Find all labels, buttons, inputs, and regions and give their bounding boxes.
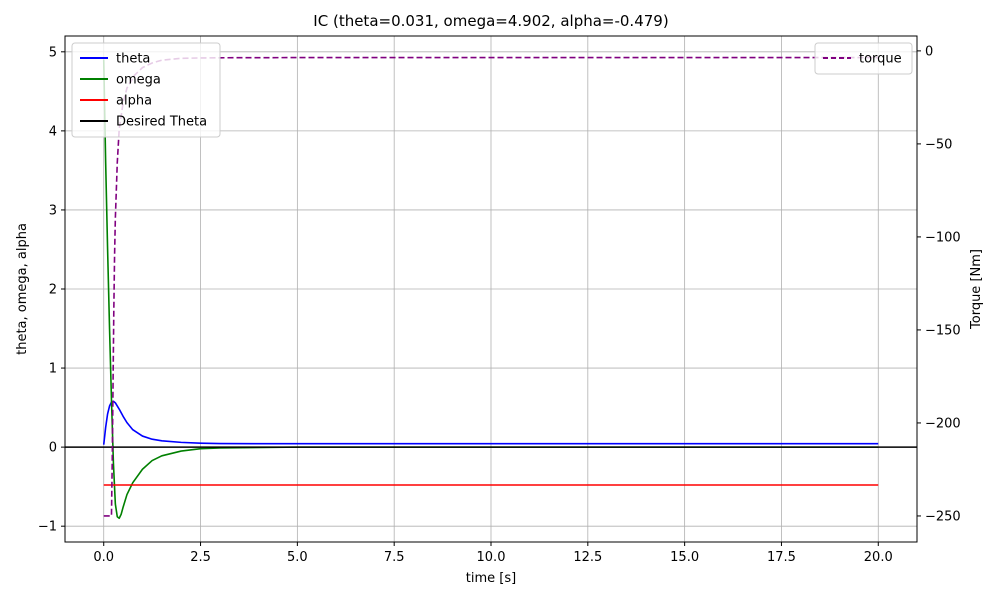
y2-tick-label: −50 (925, 137, 952, 152)
legend-entry-label: omega (116, 73, 161, 88)
legend-box (71, 42, 221, 138)
y-axis-label: theta, omega, alpha (15, 223, 30, 355)
legend-entry-label: theta (116, 52, 150, 67)
x-axis-label: time [s] (466, 571, 516, 586)
y-tick-label: 0 (49, 441, 57, 456)
y2-tick-label: 0 (925, 44, 933, 59)
y-axis-right: 0 −50 −100 −150 −200 −250 (917, 44, 961, 524)
legend-box (814, 42, 913, 75)
y2-axis-label: Torque [Nm] (969, 249, 984, 330)
series-line-theta (102, 400, 879, 445)
y-tick-label: 2 (49, 283, 57, 298)
legend-left: theta omega alpha Desired Theta (71, 42, 221, 138)
y-tick-label: 3 (49, 203, 57, 218)
x-tick-label: 12.5 (573, 550, 602, 565)
x-tick-label: 0.0 (93, 550, 114, 565)
y-tick-label: 1 (49, 362, 57, 377)
y-axis-left: −1 0 1 2 3 4 5 (38, 45, 65, 535)
x-tick-label: 15.0 (670, 550, 699, 565)
x-tick-label: 5.0 (287, 550, 308, 565)
legend-entry-label: torque (859, 52, 902, 67)
y-tick-label: −1 (38, 520, 57, 535)
x-tick-label: 10.0 (477, 550, 506, 565)
x-tick-label: 17.5 (767, 550, 796, 565)
y-tick-label: 5 (49, 45, 57, 60)
legend-entry-label: alpha (116, 94, 152, 109)
x-tick-label: 7.5 (384, 550, 405, 565)
chart-title: IC (theta=0.031, omega=4.902, alpha=-0.4… (313, 12, 668, 30)
y-tick-label: 4 (49, 124, 57, 139)
x-axis: 0.0 2.5 5.0 7.5 10.0 12.5 15.0 17.5 20.0 (93, 542, 893, 565)
legend-entry-label: Desired Theta (116, 115, 207, 130)
x-tick-label: 20.0 (864, 550, 893, 565)
y2-tick-label: −200 (925, 416, 961, 431)
y2-tick-label: −150 (925, 323, 961, 338)
y2-tick-label: −100 (925, 230, 961, 245)
y2-tick-label: −250 (925, 509, 961, 524)
x-tick-label: 2.5 (190, 550, 211, 565)
legend-right: torque (814, 42, 913, 75)
